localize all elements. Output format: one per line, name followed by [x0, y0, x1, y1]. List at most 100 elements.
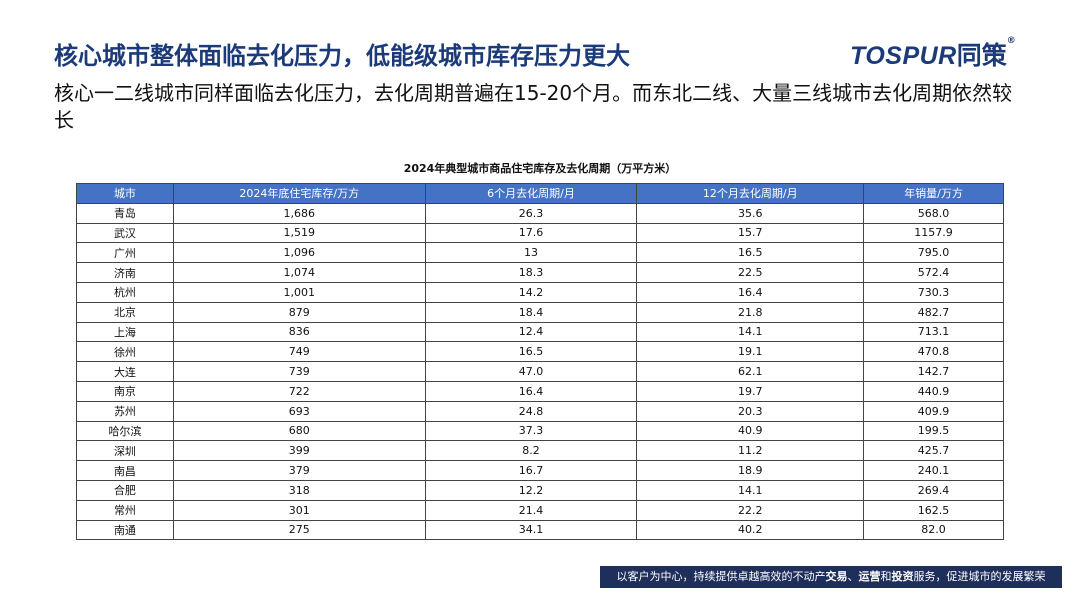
table-cell: 大连	[76, 361, 174, 382]
table-cell: 795.0	[863, 242, 1004, 264]
table-cell: 82.0	[863, 519, 1004, 541]
table-cell: 1157.9	[863, 222, 1004, 244]
slide-title: 核心城市整体面临去化压力，低能级城市库存压力更大	[54, 42, 630, 70]
table-cell: 318	[172, 479, 426, 501]
table-row: 大连 739 47.0 62.1 142.7	[76, 361, 1004, 382]
table-cell: 12.2	[424, 479, 638, 501]
table-cell: 275	[172, 519, 426, 541]
table-cell: 162.5	[863, 499, 1004, 521]
table-cell: 12.4	[424, 321, 638, 343]
table-cell: 19.7	[636, 380, 865, 402]
table-cell: 713.1	[863, 321, 1004, 343]
table-cell: 南京	[76, 380, 174, 402]
table-cell: 47.0	[424, 361, 638, 382]
table-cell: 40.2	[636, 519, 865, 541]
table-cell: 18.3	[424, 262, 638, 283]
table-cell: 深圳	[76, 440, 174, 462]
table-row: 武汉 1,519 17.6 15.7 1157.9	[76, 222, 1004, 244]
logo-mark: ®	[1006, 36, 1016, 46]
table-cell: 22.5	[636, 262, 865, 283]
table-cell: 37.3	[424, 420, 638, 442]
table-cell: 1,519	[172, 222, 426, 244]
logo-cn: 同策	[956, 41, 1007, 70]
column-header: 年销量/万方	[863, 183, 1004, 204]
table-cell: 16.4	[424, 380, 638, 402]
table-row: 深圳 399 8.2 11.2 425.7	[76, 440, 1004, 462]
table-cell: 14.1	[636, 321, 865, 343]
table-cell: 14.2	[424, 281, 638, 303]
table-cell: 16.7	[424, 460, 638, 481]
table-cell: 北京	[76, 301, 174, 323]
table-cell: 16.5	[424, 341, 638, 363]
footer-text: 服务，促进城市的发展繁荣	[913, 570, 1046, 583]
table-cell: 572.4	[863, 262, 1004, 283]
table-cell: 杭州	[76, 281, 174, 303]
table-cell: 482.7	[863, 301, 1004, 323]
table-cell: 8.2	[424, 440, 638, 462]
column-header: 2024年底住宅库存/万方	[172, 183, 426, 204]
table-cell: 14.1	[636, 479, 865, 501]
table-row: 广州 1,096 13 16.5 795.0	[76, 242, 1004, 264]
table-cell: 693	[172, 400, 426, 422]
table-row: 南京 722 16.4 19.7 440.9	[76, 380, 1004, 402]
table-cell: 南昌	[76, 460, 174, 481]
table-row: 上海 836 12.4 14.1 713.1	[76, 321, 1004, 343]
table-cell: 广州	[76, 242, 174, 264]
table-cell: 399	[172, 440, 426, 462]
table-cell: 425.7	[863, 440, 1004, 462]
table-cell: 11.2	[636, 440, 865, 462]
table-cell: 21.4	[424, 499, 638, 521]
table-cell: 19.1	[636, 341, 865, 363]
table-cell: 1,686	[172, 202, 426, 224]
footer-text: 运营	[858, 570, 881, 583]
table-cell: 269.4	[863, 479, 1004, 501]
column-header: 城市	[76, 183, 174, 204]
table-cell: 34.1	[424, 519, 638, 541]
table-cell: 哈尔滨	[76, 420, 174, 442]
footer-text: 以客户为中心，持续提供卓越高效的不动产	[616, 570, 826, 583]
footer-text: 、	[847, 570, 859, 583]
table-cell: 常州	[76, 499, 174, 521]
subtitle: 核心一二线城市同样面临去化压力，去化周期普遍在15-20个月。而东北二线、大量三…	[54, 81, 1013, 132]
table-cell: 739	[172, 361, 426, 382]
table-title: 2024年典型城市商品住宅库存及去化周期（万平方米）	[403, 162, 677, 175]
table-cell: 409.9	[863, 400, 1004, 422]
table-cell: 680	[172, 420, 426, 442]
table-row: 南昌 379 16.7 18.9 240.1	[76, 460, 1004, 481]
table-cell: 879	[172, 301, 426, 323]
table-cell: 合肥	[76, 479, 174, 501]
table-cell: 济南	[76, 262, 174, 283]
table-cell: 16.5	[636, 242, 865, 264]
table-cell: 20.3	[636, 400, 865, 422]
table-cell: 379	[172, 460, 426, 481]
table-cell: 722	[172, 380, 426, 402]
table-row: 济南 1,074 18.3 22.5 572.4	[76, 262, 1004, 283]
table-cell: 730.3	[863, 281, 1004, 303]
table-cell: 17.6	[424, 222, 638, 244]
table-cell: 470.8	[863, 341, 1004, 363]
table-cell: 142.7	[863, 361, 1004, 382]
data-table: 城市 2024年底住宅库存/万方 6个月去化周期/月 12个月去化周期/月 年销量/万方…	[76, 183, 1004, 541]
table-cell: 上海	[76, 321, 174, 343]
footer-text: 交易	[825, 570, 848, 583]
table-row: 哈尔滨 680 37.3 40.9 199.5	[76, 420, 1004, 442]
table-row: 南通 275 34.1 40.2 82.0	[76, 519, 1004, 541]
table-cell: 武汉	[76, 222, 174, 244]
logo-text: TOSPUR	[850, 42, 957, 70]
table-cell: 22.2	[636, 499, 865, 521]
table-row: 青岛 1,686 26.3 35.6 568.0	[76, 202, 1004, 224]
table-cell: 苏州	[76, 400, 174, 422]
footer-bar: 以客户为中心，持续提供卓越高效的不动产交易、运营和投资服务，促进城市的发展繁荣	[600, 566, 1062, 588]
table-cell: 568.0	[863, 202, 1004, 224]
table-cell: 18.4	[424, 301, 638, 323]
column-header: 6个月去化周期/月	[424, 183, 638, 204]
table-row: 合肥 318 12.2 14.1 269.4	[76, 479, 1004, 501]
table-cell: 南通	[76, 519, 174, 541]
table-row: 杭州 1,001 14.2 16.4 730.3	[76, 281, 1004, 303]
table-cell: 15.7	[636, 222, 865, 244]
table-cell: 1,074	[172, 262, 426, 283]
header-row: 城市 2024年底住宅库存/万方 6个月去化周期/月 12个月去化周期/月 年销量/万方	[76, 183, 1004, 204]
table-cell: 24.8	[424, 400, 638, 422]
table-cell: 1,001	[172, 281, 426, 303]
